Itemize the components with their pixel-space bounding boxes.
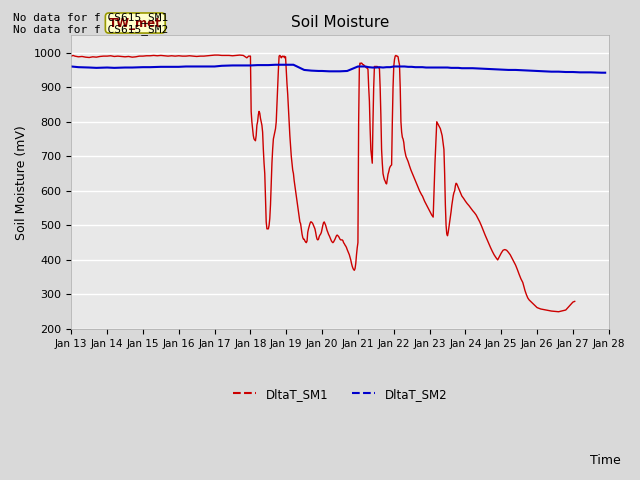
- Legend: DltaT_SM1, DltaT_SM2: DltaT_SM1, DltaT_SM2: [228, 383, 452, 405]
- Text: TW_met: TW_met: [109, 16, 162, 29]
- Text: No data for f CS615_SM1: No data for f CS615_SM1: [13, 12, 168, 23]
- Text: No data for f CS615_SM2: No data for f CS615_SM2: [13, 24, 168, 35]
- Title: Soil Moisture: Soil Moisture: [291, 15, 389, 30]
- Text: Time: Time: [590, 454, 621, 467]
- Y-axis label: Soil Moisture (mV): Soil Moisture (mV): [15, 125, 28, 240]
